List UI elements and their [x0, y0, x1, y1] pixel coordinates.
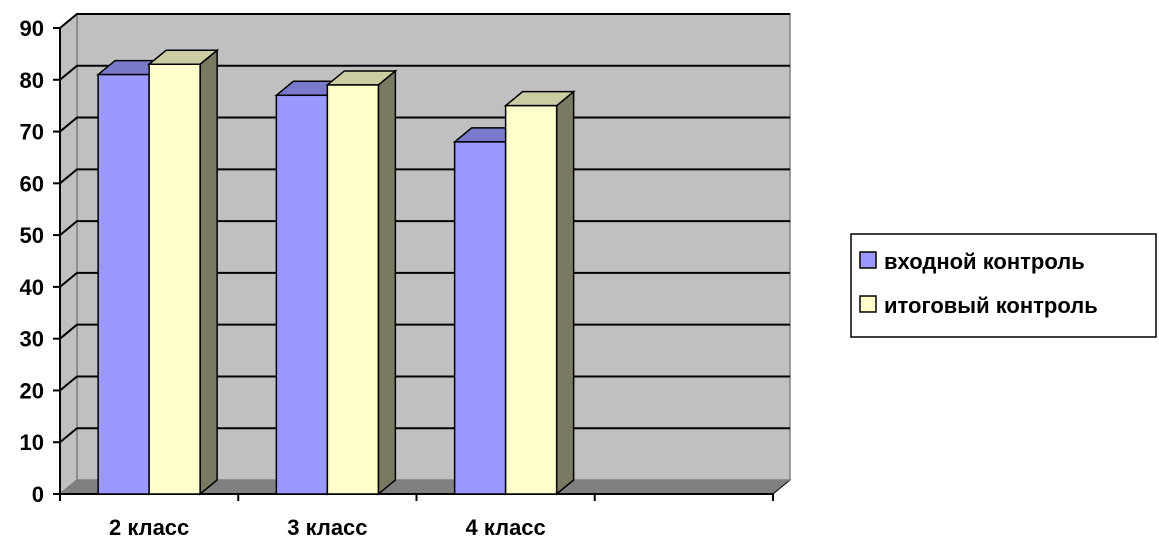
legend: входной контроль итоговый контроль — [850, 233, 1157, 338]
y-tick-labels: 0 10 20 30 40 50 60 70 80 90 — [20, 16, 44, 507]
y-tick-label-50: 50 — [20, 223, 44, 248]
side-wall — [59, 12, 78, 496]
y-tick-label-90: 90 — [20, 16, 44, 41]
y-tick-label-20: 20 — [20, 378, 44, 403]
y-tick-label-70: 70 — [20, 120, 44, 145]
y-tick-label-0: 0 — [32, 482, 44, 507]
legend-swatch-итоговый-контроль — [859, 295, 877, 313]
y-tick-label-10: 10 — [20, 430, 44, 455]
bar-2-3 — [503, 90, 576, 496]
x-tick-label-2: 4 класс — [465, 515, 545, 540]
y-tick-label-30: 30 — [20, 327, 44, 352]
gridline-80 — [59, 64, 790, 81]
legend-swatch-входной-контроль — [859, 251, 877, 269]
bars — [96, 48, 576, 496]
y-tick-label-40: 40 — [20, 275, 44, 300]
legend-frame — [850, 233, 1157, 338]
y-tick-label-80: 80 — [20, 68, 44, 93]
legend-label-входной-контроль: входной контроль — [884, 249, 1085, 274]
y-tick-label-60: 60 — [20, 171, 44, 196]
x-tick-label-1: 3 класс — [287, 515, 367, 540]
bar-2-1 — [147, 48, 220, 496]
bar-2-2 — [325, 69, 398, 496]
x-tick-labels: 2 класс 3 класс 4 класс — [109, 515, 546, 540]
x-tick-label-0: 2 класс — [109, 515, 189, 540]
legend-label-итоговый-контроль: итоговый контроль — [884, 293, 1098, 318]
gridline-90 — [59, 13, 790, 29]
